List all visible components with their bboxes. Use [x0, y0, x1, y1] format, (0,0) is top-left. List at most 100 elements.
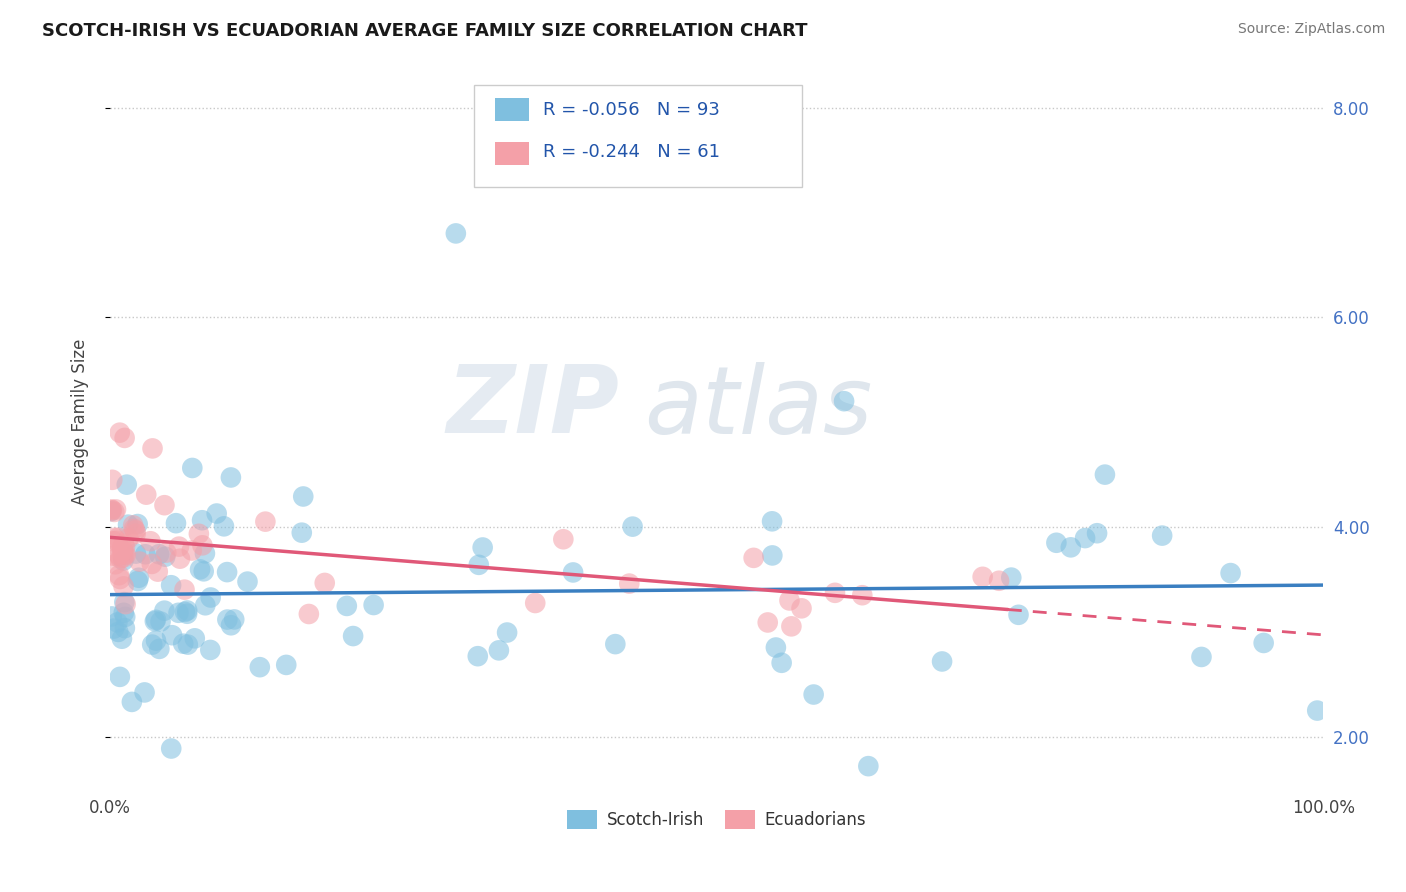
Point	[165, 516, 187, 531]
Point	[114, 610, 136, 624]
Point	[605, 637, 627, 651]
Point	[114, 548, 136, 562]
Point	[184, 632, 207, 646]
Legend: Scotch-Irish, Ecuadorians: Scotch-Irish, Ecuadorians	[561, 804, 873, 836]
Point	[1060, 541, 1083, 555]
Point	[444, 227, 467, 241]
Point	[988, 574, 1011, 588]
Point	[1306, 704, 1329, 718]
Point	[1191, 649, 1213, 664]
Point	[219, 470, 242, 484]
Point	[314, 576, 336, 591]
Point	[117, 517, 139, 532]
Point	[112, 537, 135, 551]
Bar	[495, 142, 529, 165]
Point	[105, 533, 128, 548]
Point	[108, 670, 131, 684]
Point	[112, 579, 135, 593]
Point	[770, 656, 793, 670]
Point	[224, 612, 246, 626]
Point	[779, 593, 801, 607]
Point	[141, 557, 163, 571]
Point	[125, 526, 148, 541]
Point	[972, 570, 994, 584]
Point	[111, 632, 134, 646]
Point	[160, 628, 183, 642]
Point	[107, 615, 129, 630]
Text: R = -0.056   N = 93: R = -0.056 N = 93	[543, 102, 720, 120]
Point	[103, 622, 125, 636]
Text: R = -0.244   N = 61: R = -0.244 N = 61	[543, 144, 720, 161]
Point	[121, 695, 143, 709]
Point	[110, 551, 132, 566]
Point	[153, 604, 176, 618]
Point	[127, 574, 149, 588]
Point	[114, 621, 136, 635]
Point	[134, 685, 156, 699]
Point	[496, 625, 519, 640]
Point	[780, 619, 803, 633]
Point	[160, 741, 183, 756]
Text: SCOTCH-IRISH VS ECUADORIAN AVERAGE FAMILY SIZE CORRELATION CHART: SCOTCH-IRISH VS ECUADORIAN AVERAGE FAMIL…	[42, 22, 807, 40]
Point	[124, 524, 146, 538]
Point	[236, 574, 259, 589]
Point	[756, 615, 779, 630]
Point	[471, 541, 494, 555]
Point	[155, 546, 177, 560]
Point	[619, 576, 641, 591]
Point	[153, 498, 176, 512]
Point	[146, 565, 169, 579]
Point	[468, 558, 491, 572]
Point	[100, 504, 122, 518]
Point	[212, 519, 235, 533]
Point	[193, 565, 215, 579]
Point	[127, 517, 149, 532]
Point	[291, 525, 314, 540]
Point	[488, 643, 510, 657]
Point	[117, 532, 139, 546]
Text: Source: ZipAtlas.com: Source: ZipAtlas.com	[1237, 22, 1385, 37]
Point	[145, 613, 167, 627]
Point	[1219, 566, 1241, 580]
Point	[101, 609, 124, 624]
Point	[108, 425, 131, 440]
Point	[173, 582, 195, 597]
Point	[931, 655, 953, 669]
Point	[101, 549, 124, 563]
Point	[135, 488, 157, 502]
Point	[194, 546, 217, 560]
Point	[200, 591, 222, 605]
Point	[160, 578, 183, 592]
Point	[111, 540, 134, 554]
Point	[553, 533, 575, 547]
FancyBboxPatch shape	[474, 85, 801, 187]
Point	[188, 562, 211, 576]
Point	[155, 549, 177, 564]
Point	[145, 633, 167, 648]
Point	[148, 547, 170, 561]
Point	[114, 540, 136, 554]
Point	[148, 641, 170, 656]
Point	[761, 549, 783, 563]
Point	[104, 558, 127, 572]
Point	[149, 615, 172, 629]
Point	[167, 540, 190, 554]
Point	[292, 490, 315, 504]
Text: ZIP: ZIP	[447, 361, 620, 453]
Point	[101, 503, 124, 517]
Point	[176, 607, 198, 621]
Point	[111, 543, 134, 558]
Point	[122, 518, 145, 533]
Point	[112, 595, 135, 609]
Point	[1253, 636, 1275, 650]
Point	[191, 513, 214, 527]
Point	[108, 572, 131, 586]
Point	[187, 526, 209, 541]
Point	[219, 618, 242, 632]
Point	[217, 565, 239, 579]
Point	[194, 599, 217, 613]
Point	[107, 624, 129, 639]
Point	[115, 477, 138, 491]
Point	[205, 507, 228, 521]
Point	[108, 549, 131, 563]
